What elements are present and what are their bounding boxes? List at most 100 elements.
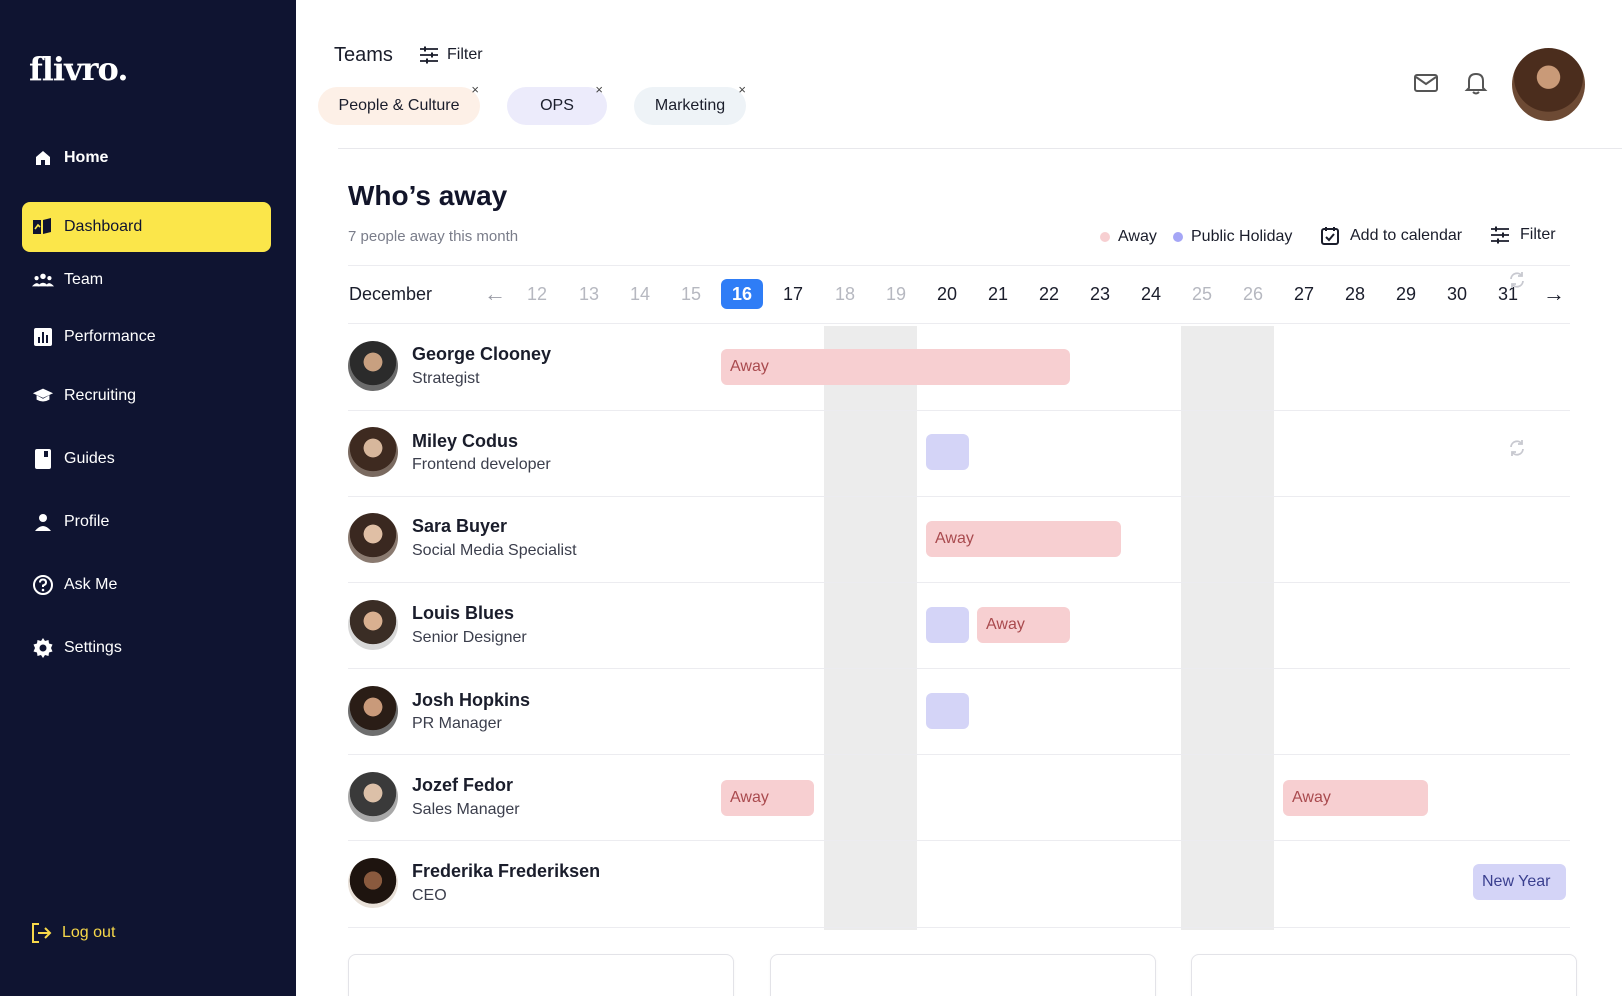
- away-bar[interactable]: Away: [977, 607, 1070, 643]
- day-cell[interactable]: 27: [1293, 284, 1315, 304]
- sidebar-item-dashboard[interactable]: Dashboard: [22, 202, 271, 252]
- day-cell[interactable]: 18: [834, 284, 856, 304]
- day-cell[interactable]: 13: [578, 284, 600, 304]
- day-cell[interactable]: 31: [1497, 284, 1519, 304]
- day-cell[interactable]: 25: [1191, 284, 1213, 304]
- remove-chip-icon[interactable]: ×: [471, 82, 479, 97]
- sidebar-item-label: Dashboard: [64, 218, 143, 235]
- weekend-column: [824, 326, 917, 930]
- user-avatar[interactable]: [1512, 48, 1585, 121]
- sidebar-item-ask-me[interactable]: Ask Me: [22, 560, 271, 610]
- remove-chip-icon[interactable]: ×: [595, 82, 603, 97]
- day-cell[interactable]: 22: [1038, 284, 1060, 304]
- row-divider: [348, 927, 1570, 928]
- help-icon: [32, 574, 54, 596]
- avatar: [348, 600, 398, 650]
- summary-card: [770, 954, 1156, 996]
- sidebar-item-performance[interactable]: Performance: [22, 312, 271, 362]
- legend-away: Away: [1100, 228, 1157, 246]
- sidebar-item-profile[interactable]: Profile: [22, 497, 271, 547]
- sidebar-item-home[interactable]: Home: [22, 133, 271, 183]
- day-cell[interactable]: 19: [885, 284, 907, 304]
- day-cell[interactable]: 30: [1446, 284, 1468, 304]
- day-cell[interactable]: 26: [1242, 284, 1264, 304]
- person-role: Social Media Specialist: [412, 542, 577, 559]
- away-bar[interactable]: Away: [1283, 780, 1428, 816]
- person-name: Louis Blues: [412, 603, 515, 623]
- holiday-bar-new-year[interactable]: New Year: [1473, 864, 1566, 900]
- calendar-top-divider: [348, 265, 1570, 266]
- day-cell[interactable]: 20: [936, 284, 958, 304]
- day-cell[interactable]: 14: [629, 284, 651, 304]
- bell-icon[interactable]: [1463, 70, 1489, 96]
- holiday-bar[interactable]: [926, 607, 969, 643]
- dashboard-icon: [32, 216, 54, 238]
- logout-label: Log out: [62, 924, 116, 941]
- summary-card: [1191, 954, 1577, 996]
- legend-public-holiday: Public Holiday: [1173, 228, 1292, 246]
- holiday-bar[interactable]: [926, 693, 969, 729]
- day-cell[interactable]: 12: [526, 284, 548, 304]
- away-dot-icon: [1100, 232, 1110, 242]
- weekend-column: [1181, 326, 1274, 930]
- sync-icon[interactable]: [1507, 270, 1527, 290]
- person-name: Jozef Fedor: [412, 775, 514, 795]
- away-filter-button[interactable]: Filter: [1490, 226, 1556, 244]
- person-role: Sales Manager: [412, 801, 520, 818]
- sidebar-item-guides[interactable]: Guides: [22, 434, 271, 484]
- guides-icon: [32, 448, 54, 470]
- away-bar[interactable]: Away: [721, 349, 1070, 385]
- chip-ops[interactable]: OPS ×: [507, 82, 607, 125]
- month-label: December: [349, 284, 433, 304]
- day-cell-today[interactable]: 16: [721, 279, 763, 309]
- legend-label: Away: [1118, 228, 1157, 245]
- summary-card: [348, 954, 734, 996]
- add-to-calendar-button[interactable]: Add to calendar: [1320, 226, 1462, 246]
- prev-arrow-icon[interactable]: ←: [484, 281, 506, 306]
- chip-label: OPS: [540, 97, 574, 114]
- day-cell[interactable]: 17: [782, 284, 804, 304]
- avatar: [348, 427, 398, 477]
- day-cell[interactable]: 24: [1140, 284, 1162, 304]
- next-arrow-icon[interactable]: →: [1543, 281, 1565, 306]
- section-subtitle: 7 people away this month: [348, 228, 519, 245]
- person-role: PR Manager: [412, 715, 502, 732]
- remove-chip-icon[interactable]: ×: [738, 82, 746, 97]
- person-role: Senior Designer: [412, 629, 527, 646]
- teams-filter-button[interactable]: Filter: [419, 46, 483, 64]
- sidebar-item-label: Performance: [64, 328, 156, 345]
- avatar: [348, 341, 398, 391]
- sidebar-item-settings[interactable]: Settings: [22, 623, 271, 673]
- home-icon: [32, 147, 54, 169]
- holiday-bar[interactable]: [926, 434, 969, 470]
- day-cell[interactable]: 28: [1344, 284, 1366, 304]
- header-divider: [338, 148, 1622, 149]
- away-bar[interactable]: Away: [721, 780, 814, 816]
- row-divider: [348, 410, 1570, 411]
- away-bar[interactable]: Away: [926, 521, 1121, 557]
- sidebar-item-label: Profile: [64, 513, 110, 530]
- logout-button[interactable]: Log out: [30, 922, 115, 944]
- section-title: Who’s away: [348, 180, 508, 211]
- day-cell[interactable]: 23: [1089, 284, 1111, 304]
- filter-label: Filter: [447, 46, 483, 63]
- holiday-dot-icon: [1173, 232, 1183, 242]
- day-cell[interactable]: 21: [987, 284, 1009, 304]
- day-cell[interactable]: 29: [1395, 284, 1417, 304]
- person-name: Frederika Frederiksen: [412, 861, 601, 881]
- chip-marketing[interactable]: Marketing ×: [634, 82, 746, 125]
- row-divider: [348, 754, 1570, 755]
- row-divider: [348, 582, 1570, 583]
- gear-icon: [32, 637, 54, 659]
- chip-people-culture[interactable]: People & Culture ×: [318, 82, 480, 125]
- sidebar-item-label: Settings: [64, 639, 122, 656]
- day-cell[interactable]: 15: [680, 284, 702, 304]
- person-name: George Clooney: [412, 344, 552, 364]
- sync-icon[interactable]: [1507, 438, 1527, 458]
- sidebar-item-recruiting[interactable]: Recruiting: [22, 371, 271, 421]
- sidebar-item-team[interactable]: Team: [22, 255, 271, 305]
- add-to-calendar-label: Add to calendar: [1350, 227, 1463, 244]
- mail-icon[interactable]: [1413, 70, 1439, 96]
- team-icon: [32, 269, 54, 291]
- app-logo[interactable]: flivro.: [29, 50, 128, 88]
